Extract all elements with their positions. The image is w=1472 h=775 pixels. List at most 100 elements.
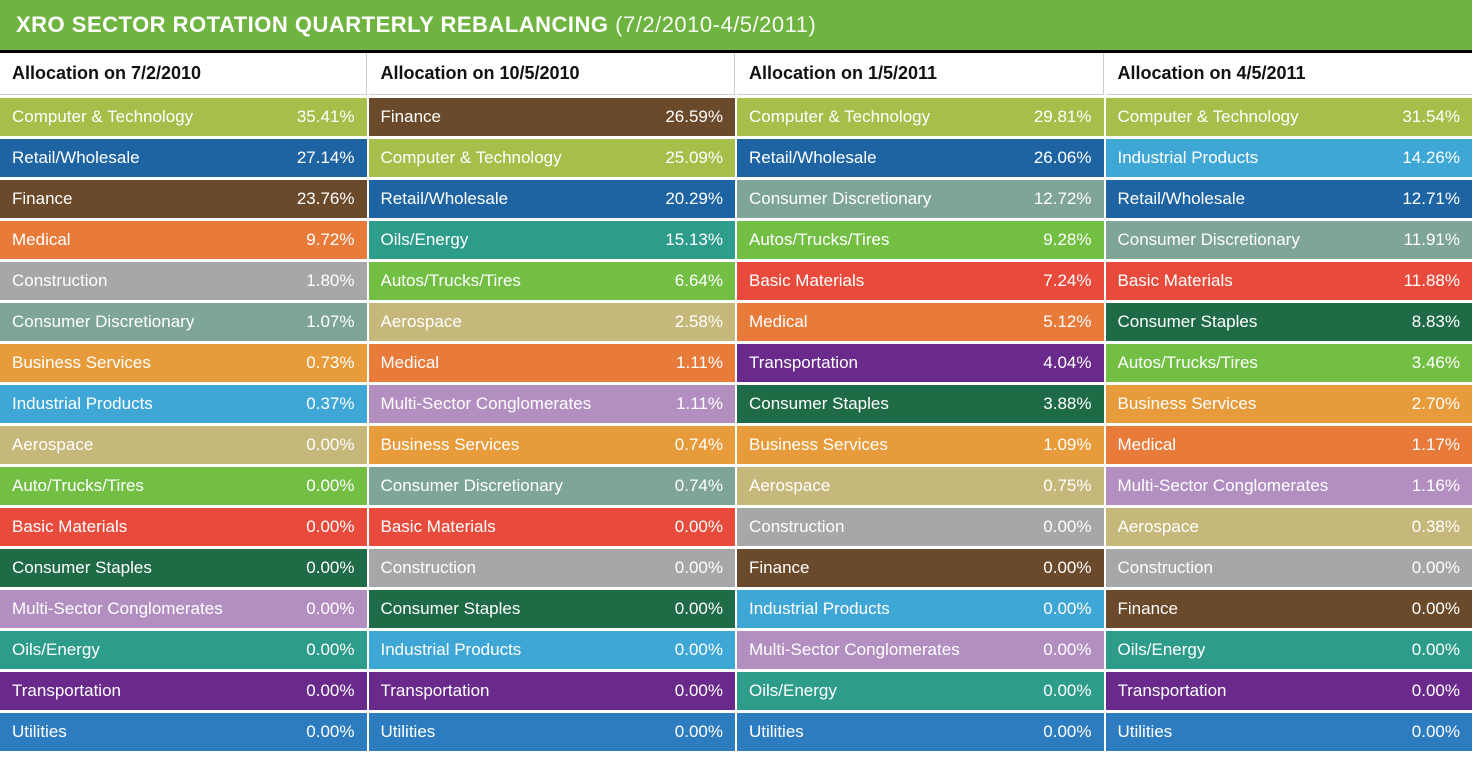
allocation-row: Oils/Energy15.13% xyxy=(369,221,736,259)
allocation-row: Industrial Products 0.37% xyxy=(0,385,367,423)
column-header: Allocation on 1/5/2011 xyxy=(737,53,1104,95)
sector-value: 0.00% xyxy=(298,476,354,496)
allocation-row: Medical9.72% xyxy=(0,221,367,259)
sector-value: 31.54% xyxy=(1394,107,1460,127)
allocation-row: Consumer Discretionary 1.07% xyxy=(0,303,367,341)
sector-value: 27.14% xyxy=(289,148,355,168)
allocation-grid: Allocation on 7/2/2010Computer & Technol… xyxy=(0,53,1472,751)
sector-label: Consumer Discretionary xyxy=(1118,230,1300,250)
sector-label: Retail/Wholesale xyxy=(749,148,877,168)
sector-label: Aerospace xyxy=(1118,517,1199,537)
sector-label: Business Services xyxy=(1118,394,1257,414)
allocation-row: Utilities0.00% xyxy=(0,713,367,751)
sector-value: 1.17% xyxy=(1404,435,1460,455)
sector-value: 35.41% xyxy=(289,107,355,127)
sector-value: 0.00% xyxy=(298,517,354,537)
sector-label: Business Services xyxy=(12,353,151,373)
sector-label: Basic Materials xyxy=(1118,271,1233,291)
sector-value: 0.74% xyxy=(667,435,723,455)
sector-value: 1.11% xyxy=(668,353,723,373)
sector-value: 0.00% xyxy=(1035,599,1091,619)
allocation-row: Medical1.17% xyxy=(1106,426,1472,464)
sector-label: Basic Materials xyxy=(749,271,864,291)
sector-value: 0.37% xyxy=(298,394,354,414)
sector-value: 20.29% xyxy=(657,189,723,209)
sector-label: Auto/Trucks/Tires xyxy=(12,476,144,496)
allocation-column: Allocation on 10/5/2010 Finance 26.59% Comp… xyxy=(369,53,736,751)
sector-label: Utilities xyxy=(12,722,67,742)
sector-label: Oils/Energy xyxy=(749,681,837,701)
allocation-row: Multi-Sector Conglomerates1.16% xyxy=(1106,467,1472,505)
sector-value: 26.59% xyxy=(657,107,723,127)
sector-value: 6.64% xyxy=(667,271,723,291)
sector-label: Transportation xyxy=(381,681,490,701)
sector-value: 11.91% xyxy=(1396,230,1460,250)
sector-value: 0.00% xyxy=(667,517,723,537)
sector-label: Computer & Technology xyxy=(12,107,193,127)
allocation-row: Basic Materials0.00% xyxy=(0,508,367,546)
sector-value: 0.38% xyxy=(1404,517,1460,537)
sector-value: 2.58% xyxy=(667,312,723,332)
allocation-row: Retail/Wholesale 20.29% xyxy=(369,180,736,218)
sector-label: Aerospace xyxy=(12,435,93,455)
allocation-row: Retail/Wholesale 27.14% xyxy=(0,139,367,177)
sector-label: Retail/Wholesale xyxy=(381,189,509,209)
sector-value: 0.00% xyxy=(667,722,723,742)
sector-value: 0.00% xyxy=(1404,640,1460,660)
allocation-row: Business Services0.73% xyxy=(0,344,367,382)
allocation-row: Computer & Technology31.54% xyxy=(1106,98,1472,136)
sector-value: 0.00% xyxy=(1404,722,1460,742)
sector-label: Industrial Products xyxy=(12,394,153,414)
sector-label: Medical xyxy=(749,312,808,332)
sector-value: 0.00% xyxy=(667,558,723,578)
allocation-row: Industrial Products14.26% xyxy=(1106,139,1472,177)
allocation-row: Oils/Energy0.00% xyxy=(737,672,1104,710)
sector-label: Construction xyxy=(381,558,476,578)
sector-label: Computer & Technology xyxy=(381,148,562,168)
sector-value: 0.00% xyxy=(298,681,354,701)
allocation-row: Consumer Staples0.00% xyxy=(369,590,736,628)
column-header: Allocation on 10/5/2010 xyxy=(369,53,736,95)
allocation-row: Autos/Trucks/Tires9.28% xyxy=(737,221,1104,259)
sector-label: Construction xyxy=(749,517,844,537)
allocation-column: Allocation on 1/5/2011Computer & Technol… xyxy=(737,53,1104,751)
allocation-row: Consumer Staples0.00% xyxy=(0,549,367,587)
sector-label: Medical xyxy=(381,353,440,373)
sector-value: 12.72% xyxy=(1026,189,1092,209)
sector-value: 1.07% xyxy=(298,312,354,332)
sector-value: 0.00% xyxy=(1035,640,1091,660)
sector-value: 0.00% xyxy=(298,599,354,619)
allocation-row: Computer & Technology 35.41% xyxy=(0,98,367,136)
sector-value: 15.13% xyxy=(657,230,723,250)
sector-value: 26.06% xyxy=(1026,148,1092,168)
sector-value: 29.81% xyxy=(1026,107,1092,127)
sector-label: Medical xyxy=(12,230,71,250)
sector-value: 1.09% xyxy=(1035,435,1091,455)
sector-label: Computer & Technology xyxy=(749,107,930,127)
sector-value: 0.74% xyxy=(667,476,723,496)
column-header: Allocation on 7/2/2010 xyxy=(0,53,367,95)
sector-value: 1.80% xyxy=(298,271,354,291)
sector-value: 0.75% xyxy=(1035,476,1091,496)
sector-label: Industrial Products xyxy=(381,640,522,660)
allocation-row: Computer & Technology25.09% xyxy=(369,139,736,177)
allocation-row: Consumer Discretionary 11.91% xyxy=(1106,221,1472,259)
allocation-row: Oils/Energy0.00% xyxy=(0,631,367,669)
allocation-row: Computer & Technology 29.81% xyxy=(737,98,1104,136)
sector-value: 3.88% xyxy=(1035,394,1091,414)
sector-value: 0.00% xyxy=(1035,517,1091,537)
sector-value: 11.88% xyxy=(1396,271,1460,291)
sector-label: Consumer Discretionary xyxy=(12,312,194,332)
sector-value: 0.00% xyxy=(1035,558,1091,578)
sector-value: 1.11% xyxy=(668,394,723,414)
allocation-row: Autos/Trucks/Tires6.64% xyxy=(369,262,736,300)
allocation-row: Consumer Staples3.88% xyxy=(737,385,1104,423)
allocation-row: Oils/Energy0.00% xyxy=(1106,631,1472,669)
allocation-row: Consumer Discretionary12.72% xyxy=(737,180,1104,218)
sector-label: Retail/Wholesale xyxy=(12,148,140,168)
sector-label: Utilities xyxy=(381,722,436,742)
sector-value: 5.12% xyxy=(1035,312,1091,332)
sector-label: Oils/Energy xyxy=(12,640,100,660)
sector-label: Finance xyxy=(381,107,441,127)
sector-label: Business Services xyxy=(749,435,888,455)
